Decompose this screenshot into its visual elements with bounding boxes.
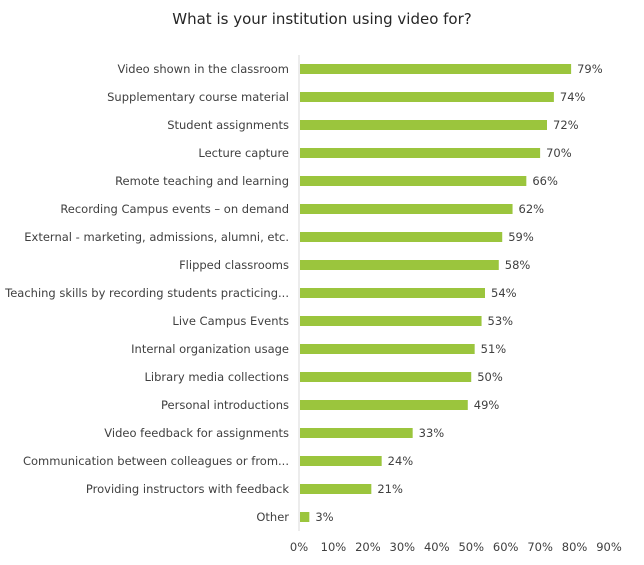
data-label: 21% [377,482,403,496]
bar [300,512,310,522]
category-label: Lecture capture [198,146,289,160]
data-labels: 79% 74% 72% 70% 66% 62% 59% 58% 54% 53% 51% 50% 49% 3… [315,62,602,524]
data-label: 49% [474,398,500,412]
data-label: 24% [388,454,414,468]
data-label: 51% [481,342,507,356]
data-label: 50% [477,370,503,384]
category-label: External - marketing, admissions, alumni… [24,230,289,244]
x-tick-label: 10% [321,540,347,554]
category-label: Live Campus Events [172,314,289,328]
x-tick-label: 90% [596,540,622,554]
category-label: Flipped classrooms [179,258,289,272]
data-label: 66% [532,174,558,188]
bar [300,372,472,382]
x-tick-label: 80% [562,540,588,554]
chart-title: What is your institution using video for… [172,10,472,28]
bar [300,456,382,466]
bar [300,344,475,354]
x-tick-label: 30% [390,540,416,554]
bar [300,148,541,158]
category-label: Library media collections [144,370,289,384]
data-label: 54% [491,286,517,300]
bar [300,120,547,130]
data-label: 3% [315,510,333,524]
category-label: Recording Campus events – on demand [60,202,289,216]
bar [300,260,499,270]
bar [300,232,503,242]
category-label: Supplementary course material [107,90,289,104]
bar [300,316,482,326]
category-label: Communication between colleagues or from… [23,454,289,468]
data-label: 58% [505,258,531,272]
data-label: 72% [553,118,579,132]
category-label: Providing instructors with feedback [86,482,289,496]
category-label: Internal organization usage [131,342,289,356]
x-tick-label: 70% [527,540,553,554]
category-label: Video shown in the classroom [117,62,289,76]
data-label: 70% [546,146,572,160]
bar [300,92,554,102]
category-label: Other [256,510,289,524]
data-label: 79% [577,62,603,76]
x-tick-label: 20% [355,540,381,554]
data-label: 53% [488,314,514,328]
category-label: Remote teaching and learning [115,174,289,188]
bar [300,64,572,74]
data-label: 33% [419,426,445,440]
data-label: 62% [519,202,545,216]
data-label: 74% [560,90,586,104]
x-tick-label: 60% [493,540,519,554]
bar [300,176,527,186]
category-labels: Video shown in the classroom Supplementar… [4,62,289,524]
x-tick-label: 0% [290,540,308,554]
x-axis-ticks: 0% 10% 20% 30% 40% 50% 60% 70% 80% 90% [290,540,622,554]
category-label: Personal introductions [161,398,289,412]
x-tick-label: 50% [458,540,484,554]
bar [300,400,468,410]
bar [300,288,485,298]
data-label: 59% [508,230,534,244]
category-label: Video feedback for assignments [104,426,289,440]
bar [300,204,513,214]
bars [300,64,572,522]
x-tick-label: 40% [424,540,450,554]
bar [300,484,372,494]
bar [300,428,413,438]
category-label: Student assignments [167,118,289,132]
category-label: Teaching skills by recording students pr… [4,286,289,300]
